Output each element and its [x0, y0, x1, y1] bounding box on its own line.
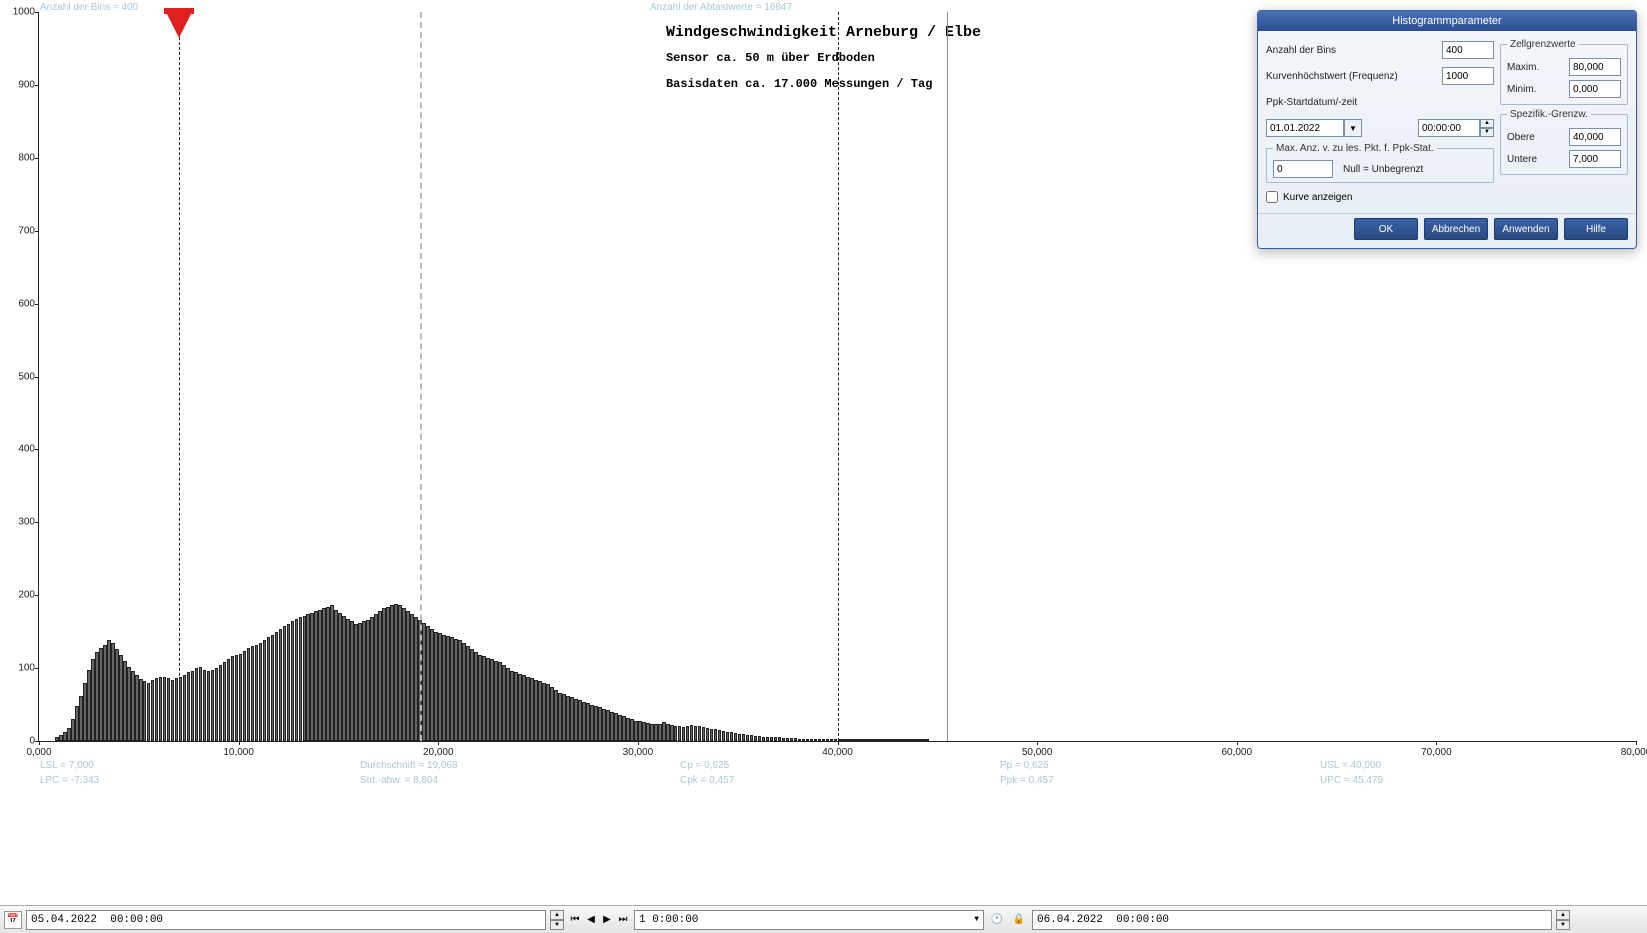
stat-usl: USL = 40,000	[1320, 760, 1480, 771]
max-input[interactable]	[1569, 58, 1621, 76]
fwd-icon[interactable]: ▶	[600, 911, 614, 929]
bins-label: Anzahl der Bins	[1266, 45, 1336, 56]
maxpts-fieldset: Max. Anz. v. zu les. Pkt. f. Ppk-Stat. N…	[1266, 143, 1494, 183]
stat-cp: Cp = 0,625	[680, 760, 1000, 771]
stat-lpc: LPC = -7,343	[40, 775, 360, 786]
histogram-bar	[925, 739, 929, 741]
interval-select[interactable]: 1 0:00:00 ▼	[634, 910, 984, 930]
time-toolbar: 📅 ▲▼ ⏮ ◀ ▶ ⏭ 1 0:00:00 ▼ 🕐 🔒 ▲▼	[0, 905, 1647, 933]
chevron-down-icon: ▼	[966, 915, 979, 924]
stat-lsl: LSL = 7,000	[40, 760, 360, 771]
nav-arrows: ⏮ ◀ ▶ ⏭	[568, 911, 630, 929]
dialog-buttons: OK Abbrechen Anwenden Hilfe	[1258, 213, 1636, 248]
maxpts-hint: Null = Unbegrenzt	[1343, 164, 1423, 175]
maxpts-input[interactable]	[1273, 160, 1333, 178]
showcurve-label: Kurve anzeigen	[1283, 192, 1353, 203]
stat-pp: Pp = 0,625	[1000, 760, 1320, 771]
reference-line	[947, 12, 948, 741]
xtick-label: 80,000	[1621, 741, 1647, 758]
upper-label: Obere	[1507, 132, 1535, 143]
time-spinner[interactable]: ▲▼	[1480, 119, 1494, 137]
cell-limits-legend: Zellgrenzwerte	[1507, 39, 1579, 50]
end-datetime-input[interactable]	[1032, 910, 1552, 930]
stat-upc: UPC = 45,479	[1320, 775, 1480, 786]
ok-button[interactable]: OK	[1354, 218, 1418, 240]
lock-icon[interactable]: 🔒	[1010, 911, 1028, 929]
interval-value: 1 0:00:00	[639, 914, 698, 926]
min-input[interactable]	[1569, 80, 1621, 98]
calendar-icon[interactable]: 📅	[4, 911, 22, 929]
lower-label: Untere	[1507, 154, 1537, 165]
stats-row-2: LPC = -7,343 Std.-abw. = 8,804 Cpk = 0,4…	[40, 775, 1647, 786]
histogram-params-dialog: Histogrammparameter Anzahl der Bins Kurv…	[1257, 10, 1637, 249]
spec-limits-legend: Spezifik.-Grenzw.	[1507, 109, 1591, 120]
marker-triangle-icon[interactable]	[164, 8, 194, 38]
stat-std: Std.-abw. = 8,804	[360, 775, 680, 786]
time-picker[interactable]: ▲▼	[1418, 119, 1494, 137]
bins-input[interactable]	[1442, 41, 1494, 59]
dialog-title: Histogrammparameter	[1258, 11, 1636, 31]
start-datetime-input[interactable]	[26, 910, 546, 930]
stats-row-1: LSL = 7,000 Durchschnitt = 19,068 Cp = 0…	[40, 760, 1647, 771]
time-input[interactable]	[1418, 119, 1480, 137]
help-button[interactable]: Hilfe	[1564, 218, 1628, 240]
reference-line	[838, 12, 839, 741]
cancel-button[interactable]: Abbrechen	[1424, 218, 1488, 240]
lower-input[interactable]	[1569, 150, 1621, 168]
max-label: Maxim.	[1507, 62, 1539, 73]
upper-input[interactable]	[1569, 128, 1621, 146]
freq-input[interactable]	[1442, 67, 1494, 85]
maxpts-legend: Max. Anz. v. zu les. Pkt. f. Ppk-Stat.	[1273, 143, 1437, 154]
start-spinner[interactable]: ▲▼	[550, 910, 564, 930]
apply-button[interactable]: Anwenden	[1494, 218, 1558, 240]
back-icon[interactable]: ◀	[584, 911, 598, 929]
fast-back-icon[interactable]: ⏮	[568, 911, 582, 929]
end-spinner[interactable]: ▲▼	[1556, 910, 1570, 930]
clock-icon[interactable]: 🕐	[988, 911, 1006, 929]
spec-limits-fieldset: Spezifik.-Grenzw. Obere Untere	[1500, 109, 1628, 175]
date-picker[interactable]: ▼	[1266, 119, 1362, 137]
fast-fwd-icon[interactable]: ⏭	[616, 911, 630, 929]
min-label: Minim.	[1507, 84, 1536, 95]
cell-limits-fieldset: Zellgrenzwerte Maxim. Minim.	[1500, 39, 1628, 105]
date-dropdown-icon[interactable]: ▼	[1344, 119, 1362, 137]
showcurve-input[interactable]	[1266, 191, 1278, 203]
reference-line	[420, 12, 422, 741]
reference-line	[179, 12, 180, 741]
showcurve-checkbox[interactable]: Kurve anzeigen	[1266, 191, 1494, 203]
stat-avg: Durchschnitt = 19,068	[360, 760, 680, 771]
stat-ppk: Ppk = 0,457	[1000, 775, 1320, 786]
date-input[interactable]	[1266, 119, 1344, 137]
ppk-date-label: Ppk-Startdatum/-zeit	[1266, 97, 1357, 108]
freq-label: Kurvenhöchstwert (Frequenz)	[1266, 71, 1398, 82]
stat-cpk: Cpk = 0,457	[680, 775, 1000, 786]
